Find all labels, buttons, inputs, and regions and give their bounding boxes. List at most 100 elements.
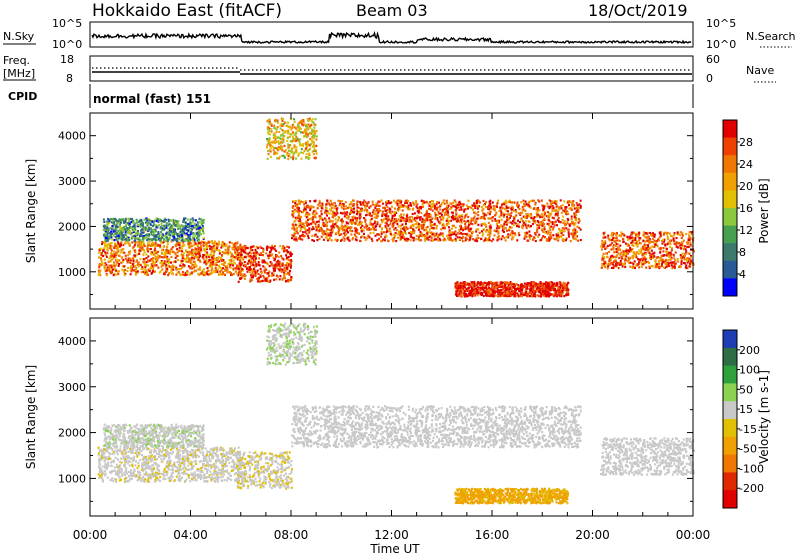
- power-echo-cell: [368, 227, 371, 230]
- power-echo-cell: [511, 206, 514, 209]
- power-echo-cell: [286, 251, 289, 254]
- power-echo-cell: [527, 292, 530, 295]
- power-echo-cell: [360, 208, 363, 212]
- power-echo-cell: [233, 262, 236, 265]
- power-echo-cell: [496, 225, 499, 228]
- power-echo-cell: [305, 223, 308, 226]
- power-echo-cell: [217, 257, 219, 260]
- power-echo-cell: [562, 281, 565, 284]
- power-echo-cell: [515, 283, 518, 286]
- power-echo-cell: [467, 234, 470, 237]
- power-echo-cell: [299, 229, 302, 233]
- power-echo-cell: [148, 248, 151, 251]
- power-echo-cell: [371, 239, 374, 243]
- power-echo-cell: [150, 227, 152, 230]
- power-echo-cell: [418, 210, 421, 213]
- power-echo-cell: [342, 203, 345, 206]
- power-echo-cell: [129, 261, 132, 264]
- power-echo-cell: [161, 220, 164, 223]
- power-echo-cell: [549, 237, 552, 240]
- power-echo-cell: [158, 233, 161, 236]
- power-echo-cell: [511, 293, 514, 296]
- power-echo-cell: [328, 228, 331, 232]
- power-echo-cell: [404, 225, 407, 228]
- power-echo-cell: [302, 222, 305, 225]
- power-echo-cell: [576, 230, 579, 234]
- power-echo-cell: [314, 233, 317, 236]
- power-echo-cell: [344, 226, 347, 229]
- power-echo-cell: [166, 269, 169, 272]
- power-echo-cell: [189, 241, 192, 244]
- power-echo-cell: [397, 209, 400, 212]
- power-echo-cell: [153, 235, 156, 238]
- power-echo-cell: [222, 273, 225, 276]
- power-echo-cell: [512, 290, 515, 293]
- power-echo-cell: [505, 289, 508, 292]
- power-echo-cell: [434, 206, 437, 209]
- power-echo-cell: [406, 239, 409, 242]
- power-echo-cell: [329, 199, 332, 202]
- power-echo-cell: [383, 218, 385, 221]
- power-echo-cell: [122, 258, 125, 262]
- power-echo-cell: [430, 236, 433, 239]
- power-echo-cell: [305, 221, 308, 224]
- power-echo-cell: [386, 220, 389, 223]
- power-echo-cell: [218, 260, 221, 263]
- power-echo-cell: [556, 219, 559, 222]
- power-echo-cell: [540, 214, 543, 217]
- power-echo-cell: [557, 234, 559, 237]
- power-echo-cell: [365, 209, 368, 212]
- power-echo-cell: [137, 220, 140, 223]
- power-echo-cell: [457, 206, 460, 209]
- power-echo-cell: [325, 225, 328, 228]
- power-echo-cell: [327, 202, 329, 205]
- power-echo-cell: [447, 204, 450, 207]
- power-echo-cell: [536, 213, 539, 216]
- power-echo-cell: [317, 225, 320, 228]
- power-echo-cell: [252, 255, 255, 258]
- power-echo-cell: [412, 201, 415, 204]
- power-echo-cell: [372, 209, 375, 212]
- power-echo-cell: [458, 220, 461, 224]
- power-echo-cell: [297, 215, 300, 218]
- power-echo-cell: [159, 270, 162, 273]
- power-echo-cell: [378, 210, 380, 213]
- power-echo-cell: [415, 223, 417, 226]
- power-echo-cell: [379, 223, 382, 226]
- power-echo-cell: [257, 261, 260, 264]
- power-echo-cell: [205, 255, 208, 258]
- power-echo-cell: [142, 261, 145, 264]
- power-echo-cell: [157, 231, 160, 234]
- power-echo-cell: [224, 273, 226, 276]
- power-echo-cell: [570, 221, 573, 224]
- power-echo-cell: [420, 234, 423, 237]
- power-echo-cell: [168, 227, 171, 230]
- power-echo-cell: [278, 269, 281, 272]
- power-echo-cell: [237, 264, 240, 267]
- power-echo-cell: [147, 250, 149, 253]
- power-echo-cell: [513, 293, 516, 296]
- power-echo-cell: [545, 238, 548, 241]
- power-echo-cell: [555, 208, 558, 211]
- power-echo-cell: [550, 212, 553, 215]
- power-echo-cell: [560, 235, 563, 238]
- power-echo-cell: [554, 283, 557, 287]
- power-echo-cell: [545, 290, 548, 293]
- power-echo-cell: [534, 201, 537, 204]
- power-echo-cell: [511, 237, 514, 240]
- power-echo-cell: [118, 233, 121, 236]
- power-echo-cell: [575, 213, 577, 216]
- power-echo-cell: [496, 222, 498, 225]
- power-echo-cell: [139, 249, 142, 252]
- power-echo-cell: [447, 222, 450, 225]
- power-echo-cell: [508, 227, 511, 231]
- power-echo-cell: [212, 261, 214, 264]
- power-echo-cell: [111, 238, 114, 241]
- power-echo-cell: [198, 259, 201, 262]
- power-echo-cell: [179, 227, 182, 230]
- power-echo-cell: [249, 280, 252, 283]
- power-echo-cell: [112, 257, 115, 260]
- power-echo-cell: [551, 221, 554, 224]
- power-echo-cell: [263, 269, 266, 272]
- power-echo-cell: [200, 228, 203, 231]
